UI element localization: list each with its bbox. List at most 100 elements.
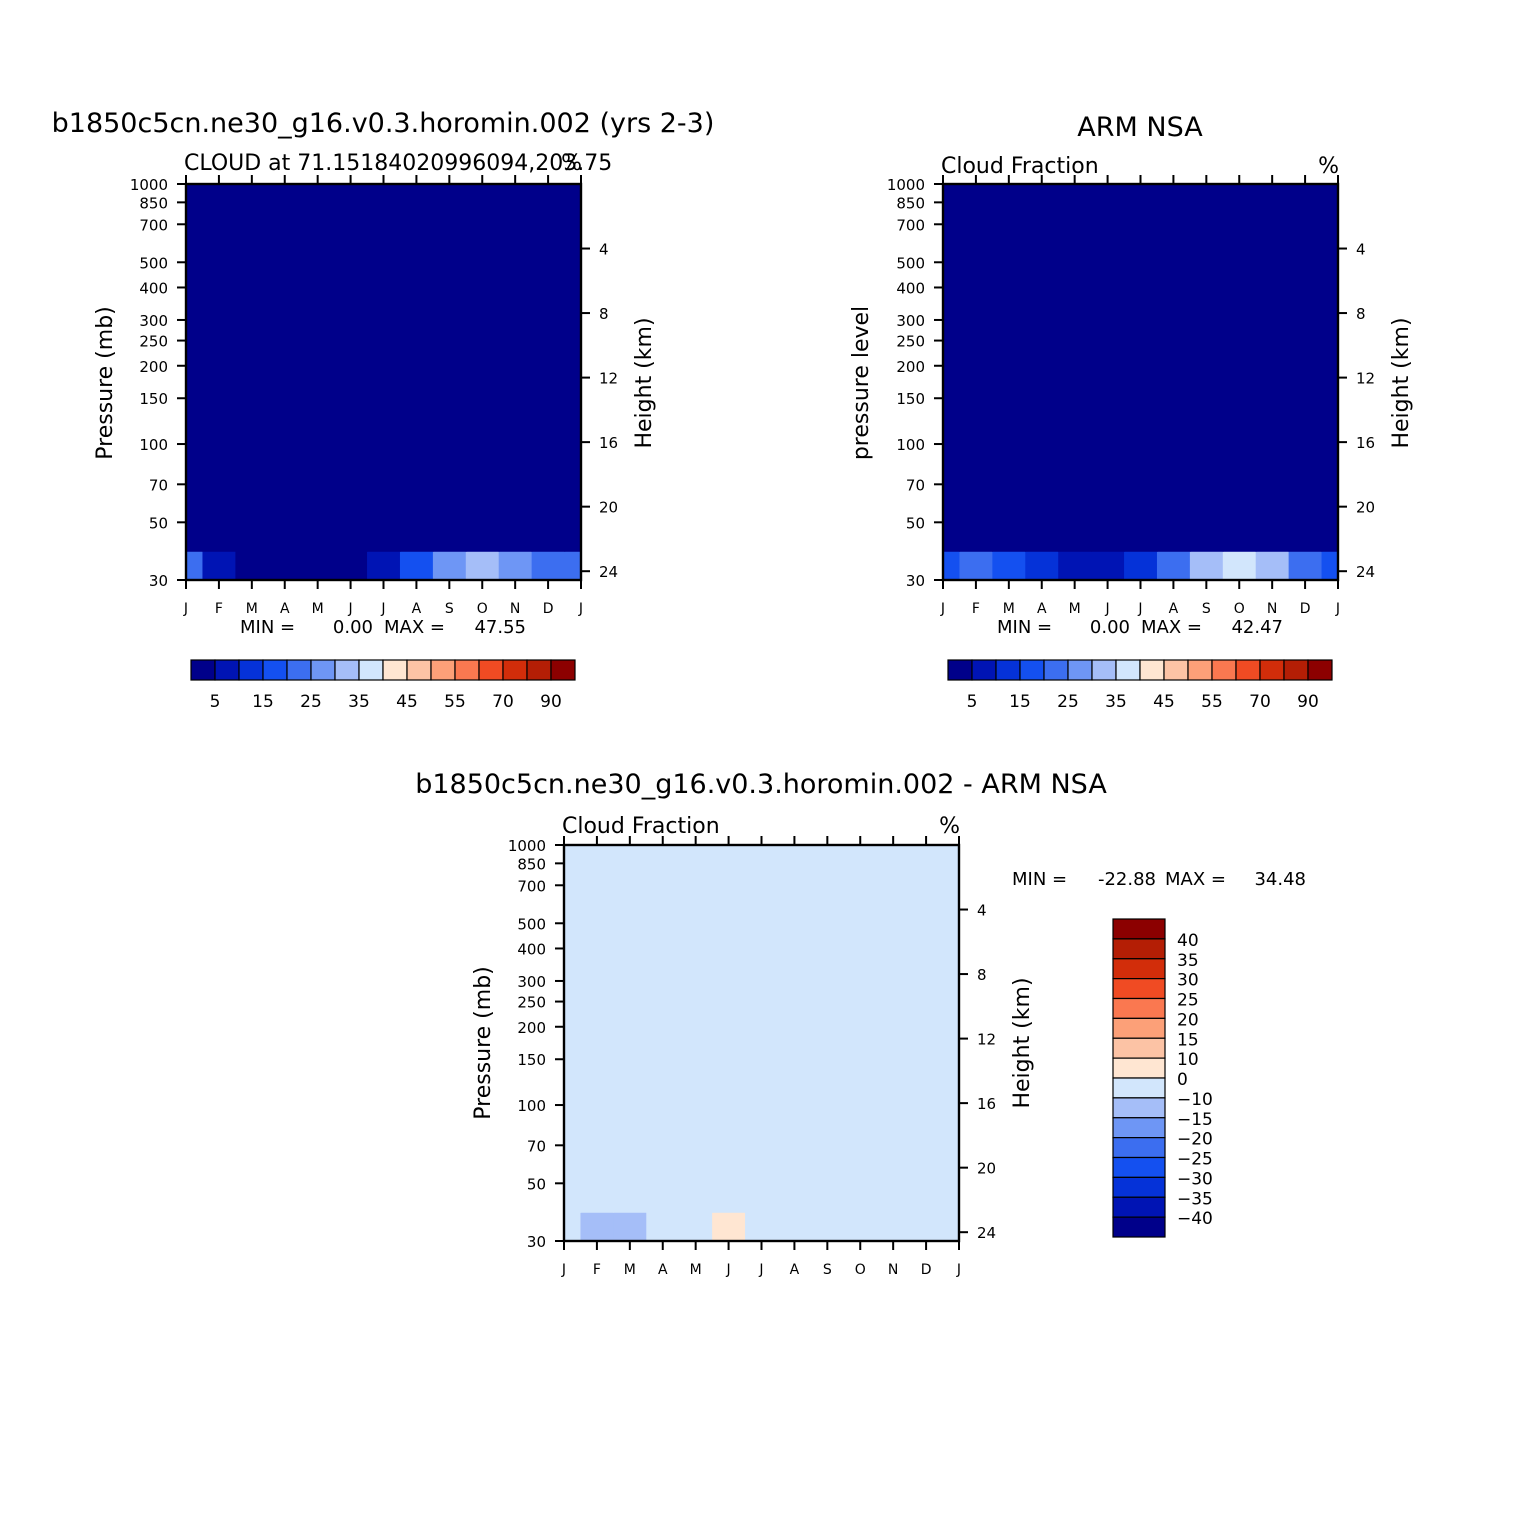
- contour-fill: [564, 845, 959, 1241]
- panel-model-plot: J F M A M J J A S O N D J 30 50 70 100 150 200 250 300 400 500…: [130, 175, 618, 617]
- y-tick-label: 250: [517, 994, 546, 1012]
- colorbar-box: [382, 659, 408, 681]
- colorbar-box: [971, 659, 997, 681]
- y-tick-label: 100: [139, 436, 168, 454]
- data-cell: [1222, 184, 1257, 552]
- data-cell: [810, 845, 845, 1213]
- y-tick-right-label: 12: [977, 1031, 996, 1049]
- panel-obs-min-value: 0.00: [1090, 617, 1130, 638]
- y-tick-right-label: 24: [977, 1224, 996, 1242]
- y-tick-right-label: 8: [977, 966, 987, 984]
- colorbar-box: [1307, 659, 1333, 681]
- x-tick-label: J: [561, 1262, 566, 1278]
- x-tick-label: M: [246, 601, 258, 617]
- x-tick-label: N: [1267, 601, 1277, 617]
- y-tick-label: 70: [527, 1137, 546, 1155]
- colorbar-box: [1112, 1017, 1166, 1039]
- panel-diff-subtitle: Cloud Fraction: [562, 814, 720, 839]
- data-cell: [613, 845, 647, 1213]
- y-tick-label: 50: [149, 514, 168, 532]
- colorbar-box: [1112, 997, 1166, 1019]
- x-tick-label: F: [593, 1262, 601, 1278]
- y-tick-label: 50: [527, 1175, 546, 1193]
- data-cell: [959, 184, 993, 552]
- data-cell: [367, 184, 401, 552]
- colorbar-box: [406, 659, 432, 681]
- data-cell: [465, 184, 500, 552]
- x-tick-label: J: [1105, 601, 1110, 617]
- colorbar-box: [238, 659, 264, 681]
- data-cell: [943, 184, 961, 552]
- panel-model-min-label: MIN =: [240, 617, 295, 638]
- x-tick-label: F: [972, 601, 980, 617]
- x-tick-label: A: [658, 1262, 668, 1278]
- colorbar-label: 30: [1177, 971, 1199, 991]
- panel-obs-ylabel: pressure level: [849, 306, 874, 460]
- data-cell: [186, 184, 204, 552]
- data-cell: [1091, 184, 1125, 552]
- x-tick-label: M: [312, 601, 324, 617]
- panel-obs-units: %: [1318, 154, 1339, 179]
- colorbar-label: −30: [1177, 1169, 1213, 1189]
- data-cell: [1189, 184, 1224, 552]
- data-cell: [1255, 184, 1290, 552]
- data-cell: [432, 184, 467, 552]
- x-tick-label: M: [624, 1262, 636, 1278]
- colorbar-box: [286, 659, 312, 681]
- panel-model-min-value: 0.00: [333, 617, 373, 638]
- colorbar-label: 35: [1105, 692, 1127, 712]
- y-tick-label: 50: [906, 514, 925, 532]
- y-tick-right-label: 12: [599, 370, 618, 388]
- data-cell: [679, 845, 713, 1213]
- x-tick-label: F: [215, 601, 223, 617]
- y-tick-label: 700: [517, 877, 546, 895]
- y-tick-label: 400: [139, 279, 168, 297]
- colorbar-box: [190, 659, 216, 681]
- colorbar-box: [1112, 1137, 1166, 1159]
- colorbar-box: [454, 659, 480, 681]
- x-tick-label: A: [1169, 601, 1179, 617]
- contour-fill: [186, 184, 581, 580]
- x-tick-label: S: [1202, 601, 1211, 617]
- panel-model-ylabel-right: Height (km): [632, 317, 657, 448]
- y-tick-right-label: 24: [599, 563, 618, 581]
- data-cell: [909, 845, 944, 1213]
- x-tick-label: J: [183, 601, 188, 617]
- colorbar-label: −15: [1177, 1110, 1213, 1130]
- x-tick-label: O: [855, 1262, 866, 1278]
- x-tick-label: J: [348, 601, 353, 617]
- colorbar-box: [214, 659, 240, 681]
- data-cell: [942, 845, 959, 1213]
- x-tick-label: J: [726, 1262, 731, 1278]
- y-tick-right-label: 4: [977, 902, 987, 920]
- y-tick-label: 850: [517, 855, 546, 873]
- colorbar-label: 40: [1177, 931, 1199, 951]
- x-tick-label: M: [1003, 601, 1015, 617]
- colorbar-box: [1112, 958, 1166, 980]
- colorbar-label: 5: [210, 692, 221, 712]
- data-cell: [399, 184, 434, 552]
- colorbar-label: −10: [1177, 1090, 1213, 1110]
- data-cell: [777, 845, 812, 1213]
- data-cell: [301, 184, 335, 552]
- colorbar-label: 55: [444, 692, 466, 712]
- x-tick-label: O: [1234, 601, 1245, 617]
- panel-obs-min-label: MIN =: [997, 617, 1052, 638]
- colorbar-box: [1112, 1037, 1166, 1059]
- panel-obs-subtitle: Cloud Fraction: [941, 154, 1099, 179]
- y-tick-label: 500: [896, 254, 925, 272]
- colorbar-label: 20: [1177, 1010, 1199, 1030]
- colorbar-label: 25: [1057, 692, 1079, 712]
- colorbar-box: [1163, 659, 1189, 681]
- x-tick-label: A: [412, 601, 422, 617]
- y-tick-label: 300: [896, 312, 925, 330]
- panel-diff-min-value: -22.88: [1098, 869, 1156, 890]
- y-tick-label: 150: [517, 1051, 546, 1069]
- colorbar-box: [1043, 659, 1069, 681]
- colorbar-label: −25: [1177, 1150, 1213, 1170]
- colorbar-label: 45: [396, 692, 418, 712]
- colorbar-label: 25: [300, 692, 322, 712]
- y-tick-label: 400: [896, 279, 925, 297]
- colorbar-box: [1112, 1156, 1166, 1178]
